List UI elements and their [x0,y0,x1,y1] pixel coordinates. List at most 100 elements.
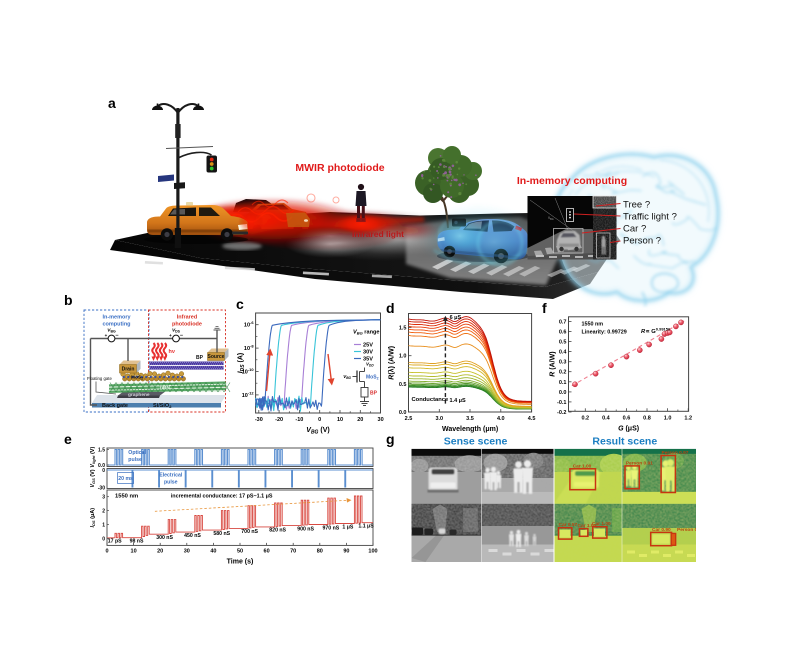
svg-text:hBN: hBN [160,385,170,391]
svg-text:0.4: 0.4 [559,350,568,356]
svg-text:Car 1.00: Car 1.00 [573,463,592,469]
svg-text:1 μS: 1 μS [342,524,354,530]
svg-text:Time (s): Time (s) [227,558,254,565]
svg-text:Optical: Optical [128,450,146,456]
svg-text:MoS2: MoS2 [131,375,143,381]
svg-text:0: 0 [105,548,108,554]
svg-text:Floating gate: Floating gate [87,376,112,381]
svg-text:1.0: 1.0 [399,354,407,360]
svg-text:−: − [180,333,183,339]
svg-text:-0.1: -0.1 [557,400,566,406]
svg-text:35V: 35V [363,357,373,363]
svg-text:300 nS: 300 nS [156,535,173,541]
svg-text:IDS (μA): IDS (μA) [90,508,96,528]
svg-text:20 ms: 20 ms [118,476,133,482]
svg-text:Infrared: Infrared [177,315,197,321]
svg-text:Back gate: Back gate [102,403,128,409]
svg-text:Person 0.97: Person 0.97 [662,450,689,456]
svg-text:970 nS: 970 nS [323,525,340,531]
svg-text:3.5: 3.5 [466,416,474,422]
svg-text:10-8: 10-8 [244,344,254,353]
svg-text:Person 0.88: Person 0.88 [677,527,704,533]
svg-text:20: 20 [357,417,363,423]
svg-text:1.5: 1.5 [399,326,407,332]
svg-text:R(λ) (A/W): R(λ) (A/W) [388,346,396,380]
svg-text:graphene: graphene [128,392,150,398]
svg-text:VBG range: VBG range [353,330,380,336]
svg-text:Car 0.57: Car 0.57 [559,522,578,528]
svg-text:900 nS: 900 nS [297,526,314,532]
svg-text:R (A/W): R (A/W) [550,351,557,376]
svg-text:1.1 μS: 1.1 μS [358,524,374,530]
svg-text:0.8: 0.8 [643,415,651,421]
svg-text:70: 70 [290,548,296,554]
svg-text:VBG (V): VBG (V) [306,427,329,436]
svg-text:10-6: 10-6 [244,320,254,329]
svg-text:580 nS: 580 nS [213,531,230,537]
svg-text:98 nS: 98 nS [130,539,144,545]
svg-text:80: 80 [317,548,323,554]
svg-text:Wavelength (μm): Wavelength (μm) [442,426,498,433]
svg-text:computing: computing [102,322,130,328]
svg-text:VDS: VDS [172,328,181,334]
svg-text:In-memory: In-memory [102,315,131,321]
svg-text:50: 50 [237,548,243,554]
svg-text:450 nS: 450 nS [184,533,201,539]
svg-text:17 pS: 17 pS [108,539,122,545]
svg-text:∝ G0.99156: ∝ G0.99156 [646,327,672,336]
svg-text:Car ?: Car ? [623,224,646,235]
svg-text:0.1: 0.1 [559,380,567,386]
svg-text:-0.2: -0.2 [557,410,566,416]
svg-text:Conductance: Conductance [412,397,449,403]
svg-text:3: 3 [102,495,105,501]
svg-text:pulse: pulse [128,457,142,463]
svg-text:-10: -10 [295,417,303,423]
svg-text:Drain: Drain [122,367,135,373]
svg-text:Car 1.00: Car 1.00 [592,521,611,527]
svg-text:10-12: 10-12 [242,390,255,399]
svg-text:820 nS: 820 nS [269,528,286,534]
svg-text:1.2: 1.2 [684,415,692,421]
svg-text:0.7: 0.7 [559,319,567,325]
svg-text:VBG: VBG [343,374,351,380]
svg-text:photodiode: photodiode [172,322,202,328]
svg-text:0.4: 0.4 [602,415,611,421]
svg-text:1550 nm: 1550 nm [582,322,604,328]
svg-text:0.5: 0.5 [399,382,407,388]
svg-text:10: 10 [131,548,137,554]
svg-text:-20: -20 [275,417,283,423]
svg-text:Traffic light ?: Traffic light ? [623,212,677,223]
svg-text:In-memory computing: In-memory computing [517,175,627,187]
svg-text:Sense scene: Sense scene [444,436,508,448]
svg-text:0: 0 [318,417,321,423]
svg-text:10: 10 [337,417,343,423]
svg-text:40: 40 [210,548,216,554]
svg-text:+: + [105,333,108,338]
svg-text:1550 nm: 1550 nm [115,494,138,500]
svg-text:Electrical: Electrical [159,473,183,479]
svg-text:hν: hν [169,349,175,355]
svg-text:1: 1 [102,523,105,529]
svg-text:30: 30 [378,417,384,423]
svg-text:25V: 25V [363,343,373,349]
svg-text:700 nS: 700 nS [241,529,258,535]
svg-text:0.0: 0.0 [399,410,407,416]
svg-text:Car 0.90: Car 0.90 [652,527,671,533]
svg-text:VBG: VBG [548,216,554,221]
svg-text:2: 2 [102,509,105,515]
svg-text:-30: -30 [255,417,263,423]
svg-text:0.3: 0.3 [559,360,567,366]
svg-text:3.0: 3.0 [435,416,443,422]
svg-text:0.6: 0.6 [623,415,631,421]
svg-text:60: 60 [264,548,270,554]
svg-text:2.5: 2.5 [405,416,413,422]
svg-text:10-10: 10-10 [242,367,255,376]
svg-text:IDS (A): IDS (A) [238,353,247,374]
svg-text:6 μS: 6 μS [450,315,462,321]
svg-text:20: 20 [157,548,163,554]
svg-text:G (μS): G (μS) [618,425,639,432]
svg-text:4.5: 4.5 [528,416,536,422]
svg-text:Result scene: Result scene [592,436,657,448]
svg-text:Tree ?: Tree ? [623,200,650,211]
svg-text:0.0: 0.0 [98,463,105,469]
